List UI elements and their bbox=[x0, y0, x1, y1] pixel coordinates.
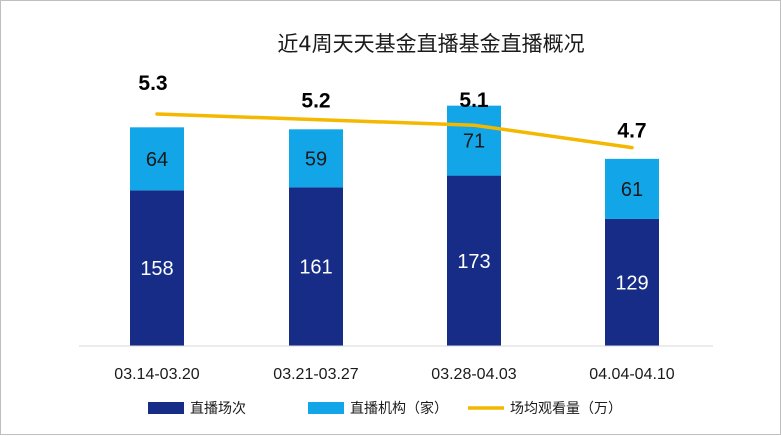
bar-label-live-sessions: 158 bbox=[140, 258, 173, 280]
legend: 直播场次 直播机构（家） 场均观看量（万） bbox=[148, 400, 622, 417]
bar-institutions bbox=[605, 158, 659, 219]
x-tick-label: 03.14-03.20 bbox=[114, 366, 200, 383]
bar-live-sessions bbox=[130, 190, 184, 346]
x-tick-label: 04.04-04.10 bbox=[589, 366, 675, 383]
bar-institutions bbox=[289, 129, 343, 188]
legend-swatch bbox=[148, 402, 184, 414]
line-label-avg-views: 5.3 bbox=[138, 72, 167, 95]
chart-title: 近4周天天基金直播基金直播概况 bbox=[277, 32, 584, 56]
bar-live-sessions bbox=[447, 175, 501, 346]
legend-label: 直播场次 bbox=[190, 400, 246, 417]
line-label-avg-views: 5.1 bbox=[459, 89, 489, 112]
bar-live-sessions bbox=[289, 187, 343, 346]
bar-institutions bbox=[130, 127, 184, 191]
line-label-avg-views: 4.7 bbox=[617, 120, 646, 143]
legend-label: 直播机构（家） bbox=[350, 400, 448, 417]
legend-label: 场均观看量（万） bbox=[510, 401, 622, 417]
bar-label-institutions: 59 bbox=[305, 148, 327, 170]
bars-group: 158 64 161 59 173 71 129 61 bbox=[130, 105, 659, 346]
x-axis-ticks: 03.14-03.20 03.21-03.27 03.28-04.03 04.04-0… bbox=[114, 366, 675, 383]
bar-label-live-sessions: 129 bbox=[615, 272, 648, 294]
x-tick-label: 03.28-04.03 bbox=[431, 366, 517, 383]
bar-label-institutions: 64 bbox=[146, 149, 168, 171]
x-tick-label: 03.21-03.27 bbox=[273, 366, 359, 383]
bar-label-institutions: 61 bbox=[621, 179, 643, 201]
bar-label-live-sessions: 161 bbox=[299, 257, 332, 279]
line-avg-views bbox=[155, 112, 634, 150]
line-label-avg-views: 5.2 bbox=[301, 90, 330, 113]
bar-live-sessions bbox=[605, 218, 659, 346]
bar-label-institutions: 71 bbox=[463, 131, 485, 153]
legend-swatch bbox=[308, 402, 344, 414]
line-series-group: 5.3 5.2 5.1 4.7 bbox=[138, 72, 647, 150]
bar-institutions bbox=[447, 105, 501, 176]
bar-label-live-sessions: 173 bbox=[457, 251, 490, 273]
